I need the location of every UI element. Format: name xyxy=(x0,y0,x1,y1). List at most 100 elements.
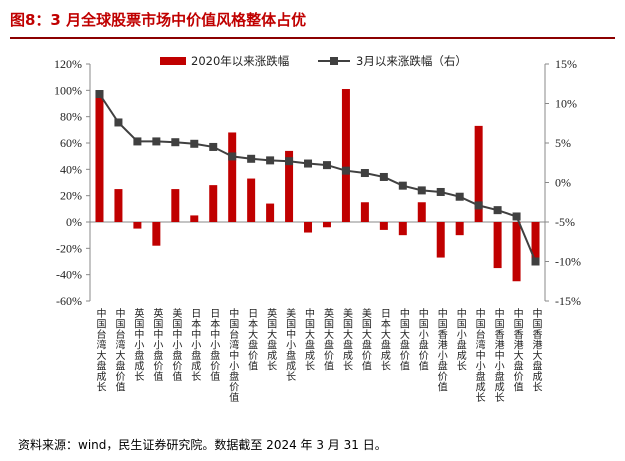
y-right-tick-label: -5% xyxy=(555,215,575,229)
bar xyxy=(285,150,294,222)
x-tick-label: 中国香港中小盘成长 xyxy=(492,307,504,403)
line-point xyxy=(114,118,123,127)
line-point xyxy=(285,157,294,166)
y-left-tick-label: 120% xyxy=(54,57,82,71)
line-point xyxy=(228,152,237,161)
y-right-tick-label: 15% xyxy=(555,57,577,71)
y-right-tick-label: 0% xyxy=(555,176,571,190)
line-point xyxy=(152,137,161,146)
bar xyxy=(341,89,350,223)
bar xyxy=(304,222,313,233)
x-tick-label: 中国台湾中小盘价值 xyxy=(227,307,239,403)
x-tick-label: 中国小盘成长 xyxy=(454,307,466,371)
bar xyxy=(152,222,161,246)
category-labels: 中国台湾大盘成长 中国台湾大盘价值 英国中小盘成长 英国中小盘价值 美国中小盘价值 日本中… xyxy=(94,307,542,403)
bar xyxy=(247,178,256,222)
x-tick-label: 中国大盘价值 xyxy=(397,307,409,372)
bar xyxy=(398,222,407,236)
legend-bar-label: 2020年以来涨跌幅 xyxy=(191,54,289,68)
line-point xyxy=(512,212,521,221)
x-tick-label: 中国香港大盘成长 xyxy=(530,307,542,392)
y-left-tick-label: 80% xyxy=(60,110,82,124)
line-point xyxy=(455,192,464,201)
line-point xyxy=(304,159,313,168)
y-right-tick-label: -15% xyxy=(555,294,581,308)
bar xyxy=(417,202,426,222)
x-tick-label: 日本大盘成长 xyxy=(378,308,390,371)
y-right-tick-label: 5% xyxy=(555,136,571,150)
bar xyxy=(228,132,237,222)
y-left-tick-label: 100% xyxy=(54,83,82,97)
bar xyxy=(493,222,502,269)
x-tick-label: 美国中小盘成长 xyxy=(284,307,296,382)
bar xyxy=(436,222,445,258)
x-tick-label: 中国香港大盘价值 xyxy=(511,307,523,393)
y-left-tick-label: -20% xyxy=(56,241,82,255)
line-point xyxy=(95,90,104,99)
bar xyxy=(379,222,388,230)
bar xyxy=(455,222,464,236)
title-divider xyxy=(10,37,615,39)
line-point xyxy=(398,181,407,190)
series-line xyxy=(98,93,537,262)
axes: 120% 100% 80% 60% 40% 20% 0% -20% -40% -60% 15% 10%… xyxy=(54,57,581,308)
line-point xyxy=(266,156,275,165)
bar xyxy=(190,215,199,222)
x-tick-label: 中国台湾中小盘成长 xyxy=(473,307,485,403)
legend-bar-swatch xyxy=(160,57,186,65)
y-left-tick-label: 0% xyxy=(66,215,82,229)
line-point xyxy=(379,172,388,181)
line-point xyxy=(247,154,256,163)
legend-line-marker xyxy=(330,57,338,65)
x-tick-label: 日本中小盘价值 xyxy=(208,308,220,382)
y-left-tick-label: -40% xyxy=(56,268,82,282)
line-point xyxy=(341,166,350,175)
line-point xyxy=(171,138,180,147)
bar-series xyxy=(95,89,540,282)
line-series xyxy=(95,90,540,266)
bar xyxy=(322,222,331,228)
y-right-tick-label: -10% xyxy=(555,255,581,269)
source-note: 资料来源：wind，民生证券研究院。数据截至 2024 年 3 月 31 日。 xyxy=(18,438,387,452)
line-point xyxy=(360,169,369,178)
x-tick-label: 中国台湾大盘成长 xyxy=(94,307,106,392)
bar xyxy=(360,202,369,222)
x-tick-label: 英国中小盘成长 xyxy=(132,307,144,382)
bar xyxy=(209,185,218,222)
legend-line-label: 3月以来涨跌幅（右） xyxy=(356,54,467,68)
line-point xyxy=(531,257,540,266)
bar xyxy=(114,189,123,222)
chart-title: 图8：3 月全球股票市场中价值风格整体占优 xyxy=(10,11,307,29)
bar xyxy=(266,203,275,222)
x-tick-label: 中国大盘成长 xyxy=(303,307,315,371)
line-point xyxy=(322,161,331,170)
y-left-tick-label: -60% xyxy=(56,294,82,308)
x-tick-label: 英国中小盘价值 xyxy=(151,307,163,382)
bar xyxy=(512,222,521,282)
y-left-tick-label: 40% xyxy=(60,162,82,176)
y-left-tick-label: 20% xyxy=(60,189,82,203)
x-tick-label: 日本大盘价值 xyxy=(246,308,258,371)
line-point xyxy=(474,201,483,210)
x-tick-label: 美国中小盘价值 xyxy=(170,307,182,382)
x-tick-label: 日本中小盘成长 xyxy=(189,308,201,382)
x-tick-label: 美国大盘成长 xyxy=(340,307,352,371)
line-point xyxy=(493,206,502,215)
bar xyxy=(95,90,104,222)
bar xyxy=(531,222,540,258)
bar xyxy=(133,222,142,229)
x-tick-label: 中国小盘价值 xyxy=(416,307,428,372)
x-tick-label: 中国台湾大盘价值 xyxy=(113,307,125,393)
legend: 2020年以来涨跌幅 3月以来涨跌幅（右） xyxy=(160,54,467,68)
line-point xyxy=(133,137,142,146)
x-tick-label: 英国大盘成长 xyxy=(265,307,277,371)
y-left-tick-label: 60% xyxy=(60,136,82,150)
bar xyxy=(171,189,180,222)
line-point xyxy=(190,139,199,148)
line-point xyxy=(417,186,426,195)
line-point xyxy=(209,142,218,151)
x-tick-label: 中国香港小盘价值 xyxy=(435,307,447,393)
line-point xyxy=(436,187,445,196)
y-right-tick-label: 10% xyxy=(555,97,577,111)
